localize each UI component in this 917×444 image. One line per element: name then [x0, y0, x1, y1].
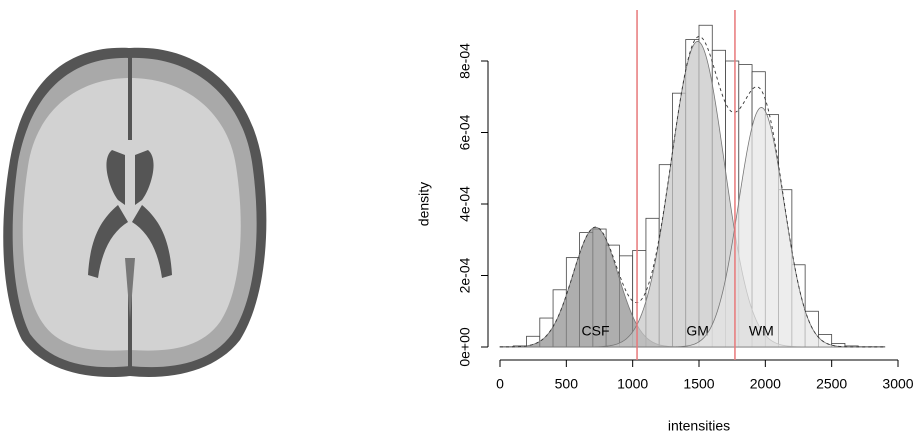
x-tick-label: 3000 — [882, 376, 913, 392]
x-tick-label: 1000 — [617, 376, 648, 392]
component-label: CSF — [582, 323, 610, 339]
component-label: WM — [749, 323, 774, 339]
x-tick-label: 0 — [496, 376, 504, 392]
x-tick-label: 500 — [555, 376, 579, 392]
x-tick-label: 1500 — [683, 376, 714, 392]
y-tick-label: 4e-04 — [457, 186, 473, 222]
y-axis-label: density — [416, 182, 432, 226]
y-tick-label: 0e+00 — [457, 327, 473, 367]
x-tick-label: 2500 — [816, 376, 847, 392]
y-tick-label: 6e-04 — [457, 114, 473, 150]
y-tick-label: 2e-04 — [457, 257, 473, 293]
plot: 0 500 1000 1500 2000 2500 3000 0e+00 2e-04 4e-04 6… — [457, 10, 914, 392]
brain-image — [3, 48, 266, 377]
x-axis-label: intensities — [668, 418, 730, 434]
y-tick-label: 8e-04 — [457, 43, 473, 79]
x-tick-label: 2000 — [750, 376, 781, 392]
